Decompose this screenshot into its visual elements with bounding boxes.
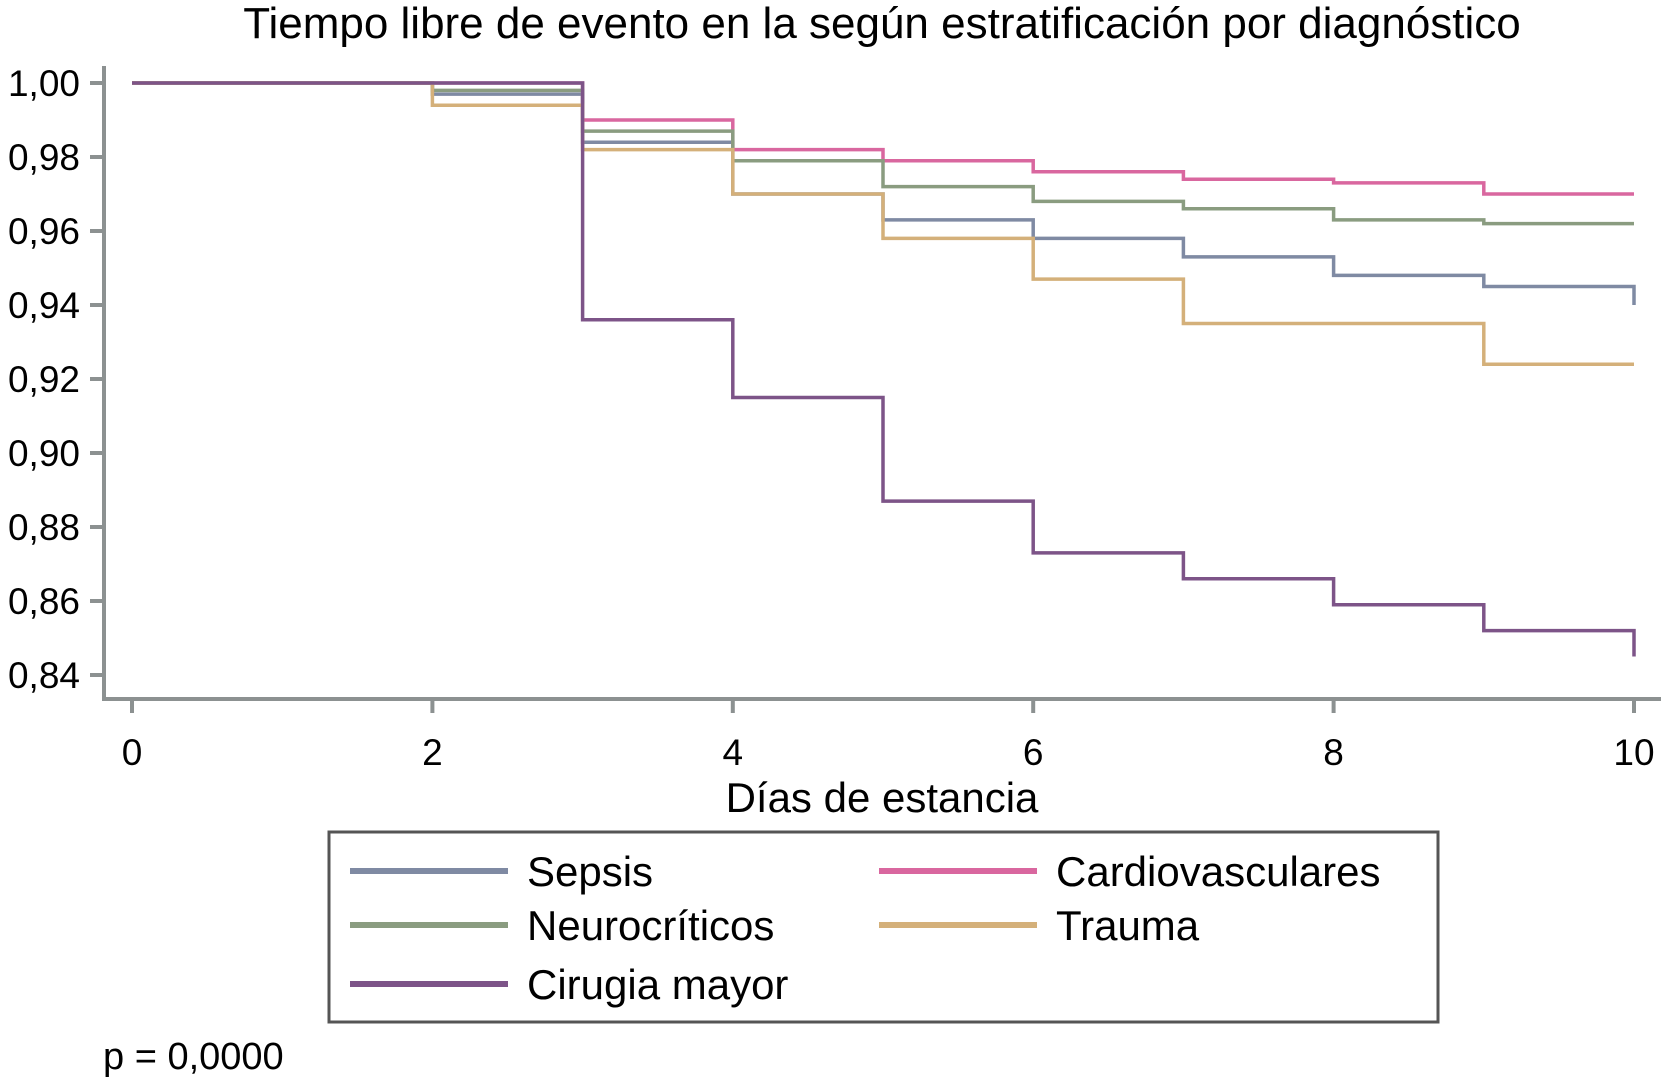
x-tick-label: 8 xyxy=(1323,732,1344,773)
y-tick-label: 0,92 xyxy=(8,359,80,400)
series-line-trauma xyxy=(132,81,1634,366)
y-tick-label: 0,86 xyxy=(8,581,80,622)
x-tick-label: 2 xyxy=(422,732,443,773)
y-tick-label: 0,84 xyxy=(8,655,80,696)
y-tick-label: 0,94 xyxy=(8,285,80,326)
series-line-neurocr-ticos xyxy=(132,81,1634,226)
p-value-annotation: p = 0,0000 xyxy=(103,1036,284,1077)
x-tick-label: 10 xyxy=(1613,732,1654,773)
x-tick-label: 4 xyxy=(723,732,744,773)
y-tick-label: 1,00 xyxy=(8,63,80,104)
x-tick-label: 6 xyxy=(1023,732,1044,773)
series-line-cardiovasculares xyxy=(132,81,1634,196)
series-line-cirugia-mayor xyxy=(132,81,1636,657)
y-tick-label: 0,88 xyxy=(8,507,80,548)
chart-title: Tiempo libre de evento en la según estra… xyxy=(243,0,1521,48)
legend-label: Trauma xyxy=(1056,902,1200,949)
y-tick-label: 0,96 xyxy=(8,211,80,252)
x-axis-label: Días de estancia xyxy=(726,774,1039,821)
legend-label: Sepsis xyxy=(527,848,653,895)
legend-label: Neurocríticos xyxy=(527,902,774,949)
x-tick-label: 0 xyxy=(122,732,143,773)
legend-label: Cirugia mayor xyxy=(527,961,788,1008)
y-tick-label: 0,90 xyxy=(8,433,80,474)
y-tick-label: 0,98 xyxy=(8,137,80,178)
legend-label: Cardiovasculares xyxy=(1056,848,1380,895)
legend: Sepsis Cardiovasculares Neurocríticos Traum… xyxy=(350,848,1380,1008)
